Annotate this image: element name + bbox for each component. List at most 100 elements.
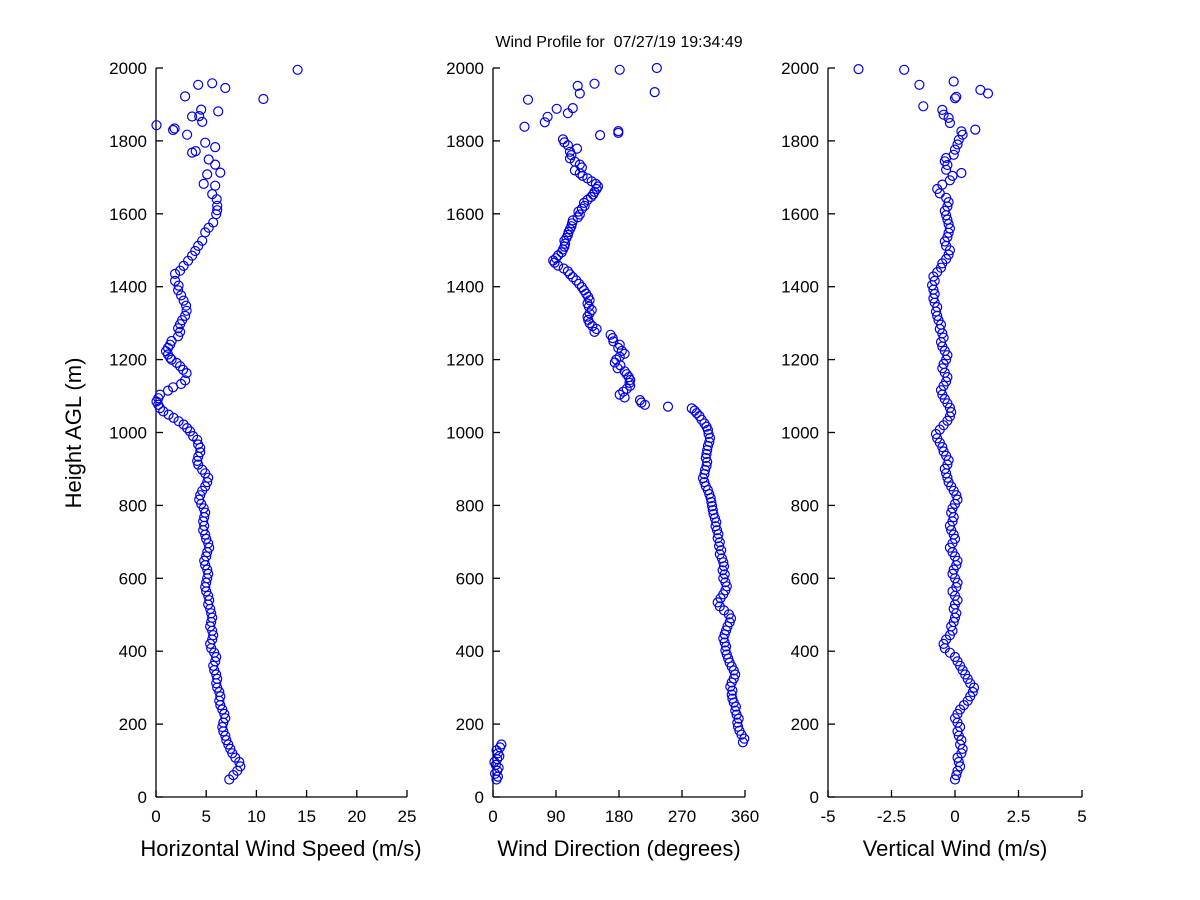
data-point-marker bbox=[194, 494, 205, 505]
y-tick-label: 200 bbox=[456, 715, 484, 734]
data-point-marker bbox=[557, 134, 569, 145]
data-point-marker bbox=[706, 501, 718, 512]
x-axis-ticks: 0 90 180 270 360 bbox=[488, 790, 759, 826]
y-tick-label: 1200 bbox=[109, 351, 147, 370]
data-point-marker bbox=[946, 407, 957, 418]
data-point-marker bbox=[956, 167, 967, 179]
data-point-marker bbox=[170, 268, 181, 279]
y-tick-label: 1600 bbox=[446, 205, 484, 224]
data-point-marker bbox=[853, 63, 864, 75]
y-tick-label: 400 bbox=[791, 642, 819, 661]
data-point-marker bbox=[567, 215, 578, 226]
data-point-marker bbox=[562, 108, 574, 119]
data-point-marker bbox=[522, 94, 534, 105]
data-point-marker bbox=[947, 568, 958, 580]
y-tick-label: 1200 bbox=[781, 351, 819, 370]
y-tick-label: 400 bbox=[456, 642, 484, 661]
y-tick-label: 1800 bbox=[781, 132, 819, 151]
data-point-marker bbox=[212, 673, 223, 685]
data-point-marker bbox=[170, 275, 181, 286]
y-axis-ticks: 0 200 400 600 800 1000 1200 1400 1600 1800 2000 bbox=[446, 59, 500, 807]
data-point-marker bbox=[181, 300, 192, 311]
axis-spines bbox=[827, 68, 1082, 798]
data-point-marker bbox=[200, 507, 211, 518]
data-point-marker bbox=[198, 178, 209, 189]
data-point-marker bbox=[571, 143, 583, 154]
data-point-marker bbox=[616, 345, 627, 356]
data-point-marker bbox=[614, 64, 625, 75]
data-point-marker bbox=[948, 603, 959, 615]
data-point-marker bbox=[952, 494, 963, 505]
data-point-marker bbox=[937, 363, 948, 374]
data-point-marker bbox=[582, 298, 593, 309]
data-point-marker bbox=[727, 693, 738, 704]
data-point-marker bbox=[178, 295, 189, 306]
data-point-marker bbox=[193, 79, 204, 90]
data-point-marker bbox=[651, 62, 662, 74]
y-tick-label: 1000 bbox=[446, 424, 484, 443]
y-tick-label: 600 bbox=[791, 569, 819, 588]
data-point-marker bbox=[203, 154, 214, 165]
data-point-marker bbox=[589, 326, 600, 337]
data-point-marker bbox=[572, 80, 583, 92]
data-point-marker bbox=[166, 335, 177, 347]
y-axis-ticks: 0 200 400 600 800 1000 1200 1400 1600 1800 2000 bbox=[109, 59, 163, 807]
data-point-marker bbox=[572, 212, 583, 223]
y-tick-label: 1800 bbox=[446, 132, 484, 151]
data-point-marker bbox=[582, 194, 593, 205]
data-point-marker bbox=[168, 124, 179, 136]
series-points bbox=[151, 64, 303, 785]
data-point-marker bbox=[613, 126, 624, 137]
data-point-marker bbox=[221, 734, 232, 746]
data-point-marker bbox=[704, 436, 715, 448]
data-point-marker bbox=[948, 149, 959, 160]
data-point-marker bbox=[914, 79, 925, 90]
data-point-marker bbox=[162, 342, 174, 353]
data-point-marker bbox=[567, 102, 578, 114]
data-point-marker bbox=[151, 120, 162, 131]
data-point-marker bbox=[559, 235, 570, 246]
x-tick-label: 10 bbox=[247, 807, 266, 826]
x-tick-label: 90 bbox=[547, 807, 566, 826]
data-point-marker bbox=[202, 169, 213, 180]
x-tick-label: 5 bbox=[201, 807, 210, 826]
data-point-marker bbox=[190, 245, 201, 257]
data-point-marker bbox=[594, 130, 606, 141]
data-point-marker bbox=[180, 91, 191, 102]
data-point-marker bbox=[519, 121, 530, 132]
series-points bbox=[489, 62, 750, 785]
data-point-marker bbox=[918, 101, 929, 112]
y-tick-label: 800 bbox=[119, 496, 147, 515]
y-tick-label: 1000 bbox=[109, 424, 147, 443]
data-point-marker bbox=[611, 354, 622, 365]
data-point-marker bbox=[649, 86, 660, 98]
data-point-marker bbox=[938, 332, 949, 343]
data-point-marker bbox=[195, 447, 206, 458]
data-point-marker bbox=[943, 112, 954, 124]
xlabel-vertical-wind: Vertical Wind (m/s) bbox=[862, 836, 1048, 861]
data-point-marker bbox=[203, 568, 214, 580]
x-tick-label: 15 bbox=[297, 807, 316, 826]
data-point-marker bbox=[585, 191, 597, 203]
data-point-marker bbox=[719, 637, 730, 648]
data-point-marker bbox=[621, 369, 632, 380]
data-point-marker bbox=[582, 173, 593, 184]
y-tick-label: 2000 bbox=[781, 59, 819, 78]
data-point-marker bbox=[730, 705, 741, 716]
data-point-marker bbox=[621, 383, 632, 394]
data-point-marker bbox=[938, 109, 949, 120]
data-point-marker bbox=[712, 533, 723, 544]
y-tick-label: 1000 bbox=[781, 424, 819, 443]
data-point-marker bbox=[574, 159, 585, 170]
y-tick-label: 2000 bbox=[446, 59, 484, 78]
data-point-marker bbox=[574, 88, 585, 99]
data-point-marker bbox=[592, 181, 604, 192]
data-point-marker bbox=[192, 455, 203, 466]
data-point-marker bbox=[726, 689, 737, 700]
data-point-marker bbox=[589, 186, 600, 197]
data-point-marker bbox=[558, 263, 569, 274]
data-point-marker bbox=[662, 401, 674, 412]
data-point-marker bbox=[951, 91, 962, 102]
